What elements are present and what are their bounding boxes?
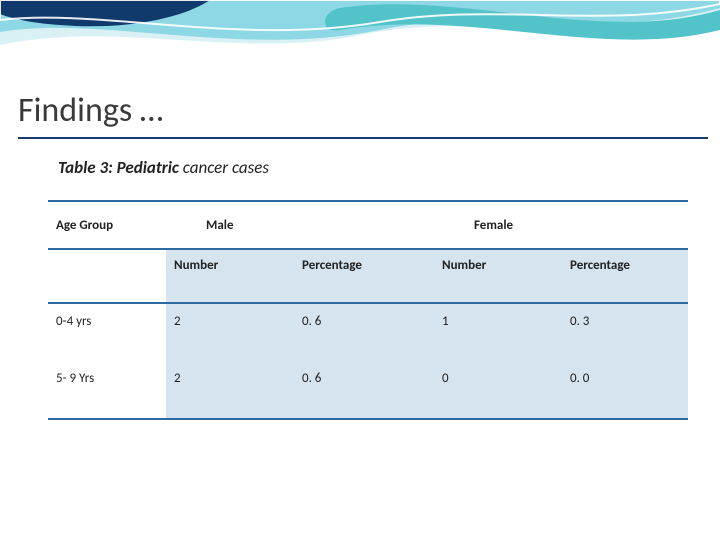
table-row: 5- 9 Yrs 2 0. 6 0 0. 0 (48, 361, 688, 419)
cell-female-number: 1 (434, 303, 562, 361)
col-male: Male (166, 201, 434, 249)
cell-male-percentage: 0. 6 (294, 303, 434, 361)
data-table: Age Group Male Female Number Percentage … (48, 200, 688, 420)
cell-age: 5- 9 Yrs (48, 361, 166, 419)
table-row: 0-4 yrs 2 0. 6 1 0. 3 (48, 303, 688, 361)
col-female: Female (434, 201, 688, 249)
caption-bold: Table 3: Pediatric (58, 157, 183, 178)
cell-male-number: 2 (166, 361, 294, 419)
table-caption: Table 3: Pediatric cancer cases (58, 157, 690, 178)
table-header-sub: Number Percentage Number Percentage (48, 249, 688, 303)
title-rule (18, 137, 708, 139)
table-header-groups: Age Group Male Female (48, 201, 688, 249)
cell-female-number: 0 (434, 361, 562, 419)
subhead-blank (48, 249, 166, 303)
cell-male-percentage: 0. 6 (294, 361, 434, 419)
subhead-male-percentage: Percentage (294, 249, 434, 303)
subhead-female-number: Number (434, 249, 562, 303)
cell-female-percentage: 0. 0 (562, 361, 688, 419)
cell-age: 0-4 yrs (48, 303, 166, 361)
caption-rest: cancer cases (183, 157, 269, 178)
subhead-female-percentage: Percentage (562, 249, 688, 303)
cell-female-percentage: 0. 3 (562, 303, 688, 361)
page-title: Findings … (18, 90, 690, 131)
subhead-male-number: Number (166, 249, 294, 303)
col-age-group: Age Group (48, 201, 166, 249)
cell-male-number: 2 (166, 303, 294, 361)
